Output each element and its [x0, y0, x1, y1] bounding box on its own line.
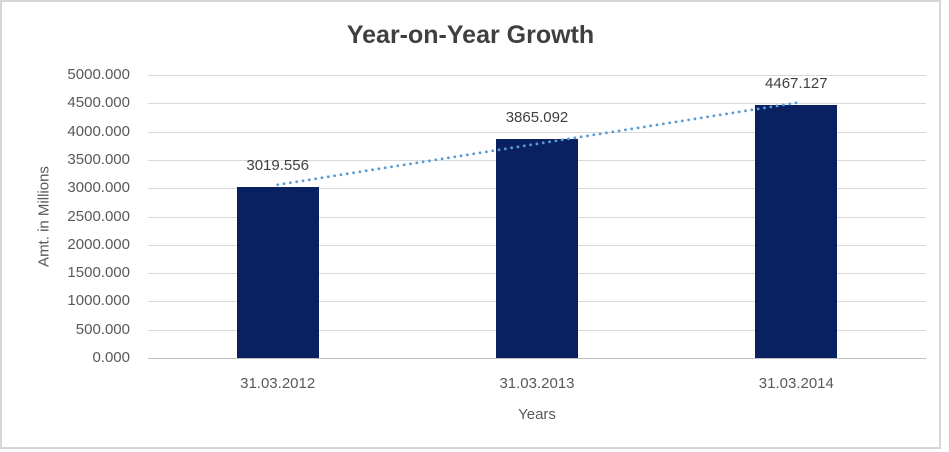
trendline-path	[276, 101, 798, 187]
data-label: 4467.127	[765, 75, 828, 93]
gridline	[148, 103, 926, 105]
chart-title: Year-on-Year Growth	[346, 21, 595, 49]
x-tick-label: 31.03.2012	[240, 375, 316, 392]
bar	[755, 105, 838, 358]
y-tick-label: 2000.000	[67, 235, 130, 253]
y-tick-label: 0.000	[92, 349, 130, 366]
y-tick-label: 1000.000	[67, 292, 130, 310]
y-tick-label: 3500.000	[67, 150, 130, 168]
y-tick-label: 4000.000	[67, 122, 130, 140]
trendline	[276, 101, 798, 187]
bar	[236, 187, 319, 358]
y-tick-label: 500.000	[75, 320, 130, 338]
data-label: 3019.556	[246, 157, 309, 175]
y-tick-label: 2500.000	[67, 207, 130, 225]
plot-area: 3019.556 3865.092 4467.127	[148, 75, 926, 359]
gridline	[148, 75, 926, 76]
y-tick-label: 3000.000	[67, 179, 130, 197]
data-label: 3865.092	[505, 109, 569, 127]
x-axis-title: Years	[518, 406, 556, 423]
gridline	[148, 131, 926, 133]
y-tick-label: 5000.000	[67, 66, 130, 83]
y-tick-label: 4500.000	[67, 94, 130, 112]
x-axis-line	[148, 358, 926, 359]
y-tick-label: 1500.000	[67, 264, 130, 282]
x-tick-label: 31.03.2014	[758, 375, 834, 392]
x-tick-label: 31.03.2013	[499, 375, 575, 392]
bar	[496, 139, 578, 358]
